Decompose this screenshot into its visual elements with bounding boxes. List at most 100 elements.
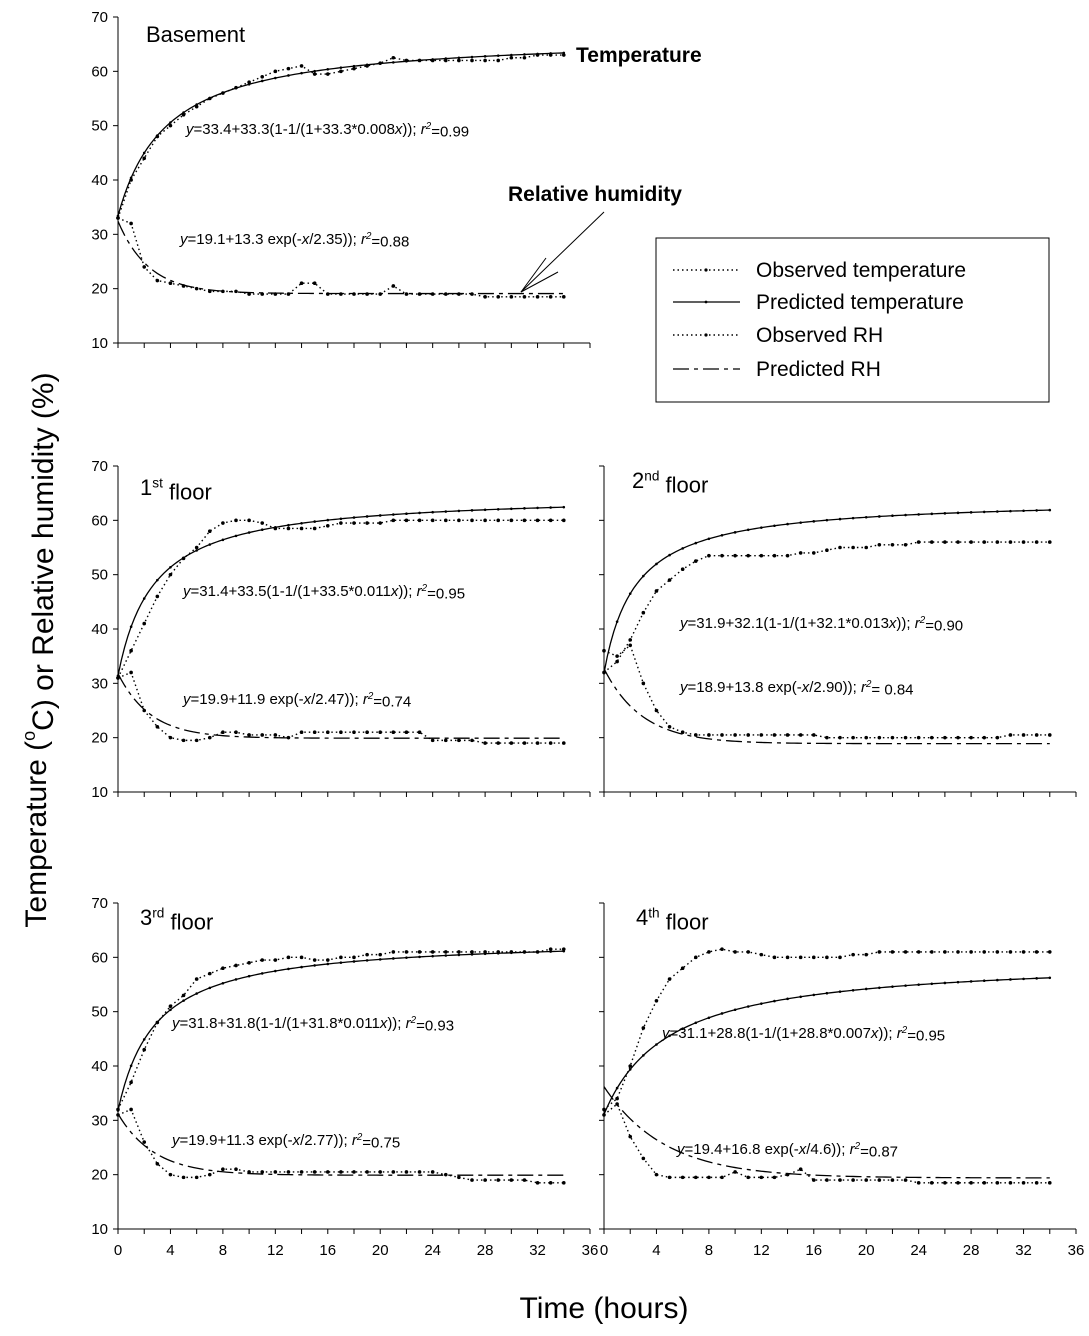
3rd-floor-rh-equation: y=19.9+11.3 exp(-x/2.77)); r2=0.75 [171, 1132, 400, 1152]
basement-observed-rh-point [221, 289, 225, 294]
2nd-floor-predicted-temperature-point [681, 547, 684, 550]
basement-observed-rh-point [509, 295, 514, 299]
2nd-floor-observed-temperature-point [693, 559, 698, 563]
2nd-floor-predicted-temperature-point [851, 516, 855, 520]
1st-floor-observed-temperature-point [457, 518, 461, 523]
3rd-floor-y-tick-label: 60 [91, 949, 108, 966]
3rd-floor-observed-rh-point [299, 1170, 304, 1174]
4th-floor-observed-rh-point [943, 1181, 947, 1185]
1st-floor-y-tick-label: 10 [91, 784, 108, 801]
basement-predicted-temperature-point [523, 53, 526, 56]
4th-floor-observed-temperature-point [929, 950, 934, 954]
legend-marker-observed-temperature [704, 268, 708, 272]
4th-floor-predicted-temperature-point [681, 1027, 684, 1030]
2nd-floor-observed-temperature-point [602, 670, 606, 675]
3rd-floor-observed-temperature-point [352, 955, 356, 960]
2nd-floor-observed-temperature-point [772, 553, 777, 558]
4th-floor-predicted-temperature-point [864, 987, 868, 991]
legend: Observed temperature Predicted temperatu… [655, 237, 1050, 403]
1st-floor-observed-temperature-point [430, 518, 435, 523]
basement-observed-temperature-point [273, 69, 278, 74]
4th-floor-observed-rh-point [693, 1175, 698, 1180]
basement-observed-temperature-point [352, 66, 356, 71]
4th-floor-predicted-temperature-point [982, 979, 986, 983]
1st-floor-predicted-temperature-point [523, 507, 526, 510]
1st-floor-observed-rh-point [365, 730, 369, 735]
1st-floor-observed-temperature-point [522, 518, 527, 523]
1st-floor-observed-temperature-point [535, 518, 540, 523]
3rd-floor-x-tick-label: 28 [477, 1242, 494, 1259]
4th-floor-observed-temperature-point [720, 947, 724, 951]
3rd-floor-x-tick-label: 32 [529, 1242, 546, 1259]
4th-floor-observed-rh-point [746, 1175, 751, 1180]
4th-floor-observed-rh-point [641, 1156, 646, 1161]
1st-floor-y-tick-label: 40 [91, 621, 108, 638]
4th-floor-predicted-temperature-point [642, 1054, 645, 1057]
panel-1st-floor: 10 20 30 40 50 60 70 1st floor y=31.4+33.5(1-1/(… [91, 458, 591, 801]
2nd-floor-observed-rh-point [864, 735, 869, 740]
basement-predicted-temperature-point [510, 53, 513, 57]
1st-floor-predicted-temperature-point [405, 512, 408, 515]
1st-floor-predicted-temperature-point [326, 518, 330, 522]
basement-observed-rh-point [234, 289, 238, 294]
3rd-floor-observed-temperature-point [339, 955, 343, 960]
3rd-floor-observed-rh-point [417, 1170, 422, 1174]
basement-observed-temperature-point [483, 58, 487, 63]
basement-observed-rh-point [404, 292, 409, 296]
4th-floor-x-tick-label: 24 [910, 1242, 927, 1259]
3rd-floor-observed-rh-point [194, 1175, 199, 1180]
1st-floor-observed-rh-point [325, 730, 330, 735]
3rd-floor-predicted-temperature-point [418, 955, 421, 959]
3rd-floor-y-tick-label: 70 [91, 895, 108, 912]
3rd-floor-x-tick-label: 0 [114, 1242, 122, 1259]
4th-floor-predicted-temperature-point [904, 984, 907, 987]
1st-floor-observed-temperature-point [561, 518, 566, 523]
2nd-floor-observed-temperature-point [811, 551, 816, 555]
4th-floor-predicted-temperature-point [1022, 977, 1025, 981]
basement-observed-rh-point [535, 295, 540, 299]
4th-floor-predicted-temperature-point [733, 1008, 737, 1012]
basement-predicted-temperature-point [392, 61, 395, 64]
4th-floor-observed-temperature-point [877, 950, 882, 954]
4th-floor-observed-rh-point [929, 1181, 934, 1185]
3rd-floor-observed-rh-point [457, 1175, 461, 1180]
1st-floor-observed-temperature-point [496, 518, 501, 523]
4th-floor-x-tick-label: 12 [753, 1242, 770, 1259]
1st-floor-observed-temperature-point [129, 648, 133, 653]
basement-observed-rh-point [142, 265, 147, 269]
2nd-floor-predicted-temperature-point [773, 524, 776, 528]
1st-floor-observed-rh-point [535, 741, 540, 745]
1st-floor-observed-rh-point [181, 738, 186, 743]
4th-floor-x-tick-label: 36 [1068, 1242, 1085, 1259]
4th-floor-observed-rh-point [982, 1181, 987, 1185]
3rd-floor-temperature-equation: y=31.8+31.8(1-1/(1+31.8*0.011x)); r2=0.9… [171, 1015, 454, 1035]
1st-floor-predicted-temperature-point [483, 508, 487, 512]
basement-observed-rh-point [470, 292, 474, 296]
1st-floor-observed-temperature-line [117, 519, 564, 679]
4th-floor-x-tick-label: 32 [1015, 1242, 1032, 1259]
basement-observed-temperature-point [417, 58, 422, 63]
1st-floor-predicted-temperature-point [313, 520, 316, 523]
basement-observed-temperature-point [535, 53, 540, 57]
1st-floor-predicted-temperature-point [562, 505, 566, 509]
3rd-floor-observed-rh-point [142, 1140, 147, 1144]
2nd-floor-observed-temperature-point [825, 548, 829, 553]
2nd-floor-observed-rh-point [943, 735, 947, 740]
2nd-floor-observed-temperature-point [1047, 540, 1052, 544]
2nd-floor-predicted-temperature-point [655, 562, 658, 566]
1st-floor-observed-rh-point [299, 730, 304, 735]
2nd-floor-temperature-equation: y=31.9+32.1(1-1/(1+32.1*0.013x)); r2=0.9… [679, 615, 963, 635]
3rd-floor-observed-temperature-point [509, 950, 514, 954]
3rd-floor-observed-rh-point [247, 1170, 251, 1174]
2nd-floor-observed-temperature-point [890, 542, 895, 547]
1st-floor-observed-rh-point [221, 730, 225, 735]
4th-floor-observed-rh-point [825, 1178, 829, 1182]
2nd-floor-observed-temperature-point [982, 540, 987, 544]
basement-observed-temperature-point [430, 58, 435, 63]
1st-floor-observed-rh-point [155, 725, 160, 729]
2nd-floor-observed-temperature-point [1008, 540, 1013, 544]
3rd-floor-observed-rh-point [155, 1162, 160, 1166]
3rd-floor-observed-rh-point [365, 1170, 369, 1174]
4th-floor-observed-rh-point [759, 1175, 764, 1180]
2nd-floor-observed-temperature-point [680, 567, 685, 572]
